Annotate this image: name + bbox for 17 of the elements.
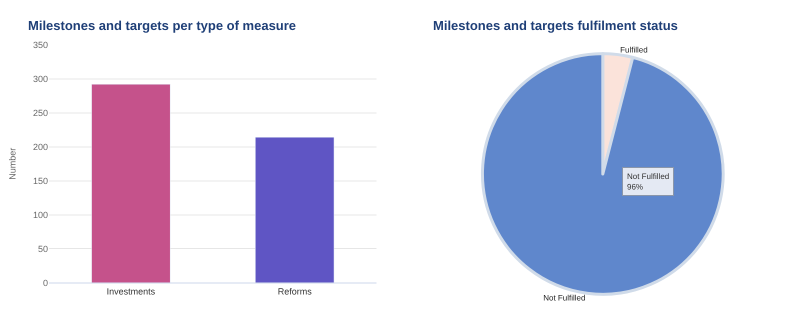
chart-title: Milestones and targets per type of measure — [28, 18, 296, 33]
y-tick-label: 350 — [32, 40, 48, 50]
chart-title: Milestones and targets fulfilment status — [433, 18, 678, 33]
slice-label: Fulfilled — [620, 46, 648, 55]
y-tick-label: 200 — [32, 142, 48, 152]
y-tick-label: 100 — [32, 210, 48, 220]
y-axis-title: Number — [7, 148, 18, 180]
y-tick-label: 50 — [38, 244, 48, 254]
y-tick-label: 0 — [42, 278, 48, 288]
pie-slice — [481, 52, 725, 296]
slice-label: Not Fulfilled — [543, 293, 586, 302]
x-tick-label: Reforms — [278, 286, 312, 296]
y-tick-label: 250 — [32, 108, 48, 118]
text: Not Fulfilled 96% — [627, 172, 670, 192]
y-tick-label: 150 — [32, 176, 48, 186]
x-tick-label: Investments — [106, 286, 156, 296]
y-tick-label: 300 — [32, 74, 48, 84]
